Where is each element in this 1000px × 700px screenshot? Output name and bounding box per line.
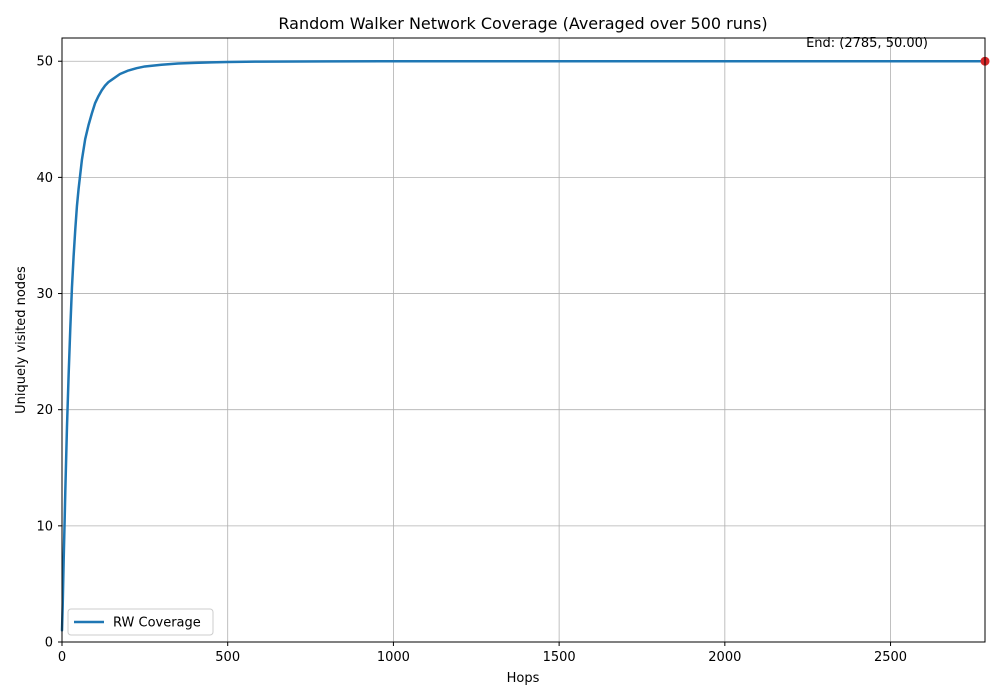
x-tick-label: 1000 xyxy=(377,650,410,665)
y-axis-ticks: 0 10 20 30 40 50 xyxy=(36,55,62,651)
endpoint-layer: End: (2785, 50.00) xyxy=(806,36,990,66)
y-tick-label: 40 xyxy=(36,171,53,186)
y-tick-label: 10 xyxy=(36,519,53,534)
chart-title: Random Walker Network Coverage (Averaged… xyxy=(278,14,767,33)
end-point-annotation: End: (2785, 50.00) xyxy=(806,36,928,51)
x-axis-label: Hops xyxy=(507,671,540,686)
y-axis-label: Uniquely visited nodes xyxy=(14,266,29,414)
legend: RW Coverage xyxy=(67,608,214,636)
legend-box xyxy=(67,608,214,636)
x-tick-label: 0 xyxy=(58,650,66,665)
y-tick-label: 30 xyxy=(36,287,53,302)
plot-frame xyxy=(61,37,986,643)
x-tick-label: 2500 xyxy=(874,650,907,665)
x-tick-label: 1500 xyxy=(543,650,576,665)
y-tick-label: 50 xyxy=(36,55,53,70)
series-layer xyxy=(60,59,987,632)
x-axis-ticks: 0 500 1000 1500 2000 2500 xyxy=(58,642,907,665)
legend-entry-label: RW Coverage xyxy=(113,616,201,631)
grid xyxy=(61,38,985,643)
series-line-rw-coverage xyxy=(60,59,987,632)
y-tick-label: 20 xyxy=(36,403,53,418)
x-tick-label: 500 xyxy=(215,650,240,665)
y-tick-label: 0 xyxy=(45,636,53,651)
x-tick-label: 2000 xyxy=(708,650,741,665)
